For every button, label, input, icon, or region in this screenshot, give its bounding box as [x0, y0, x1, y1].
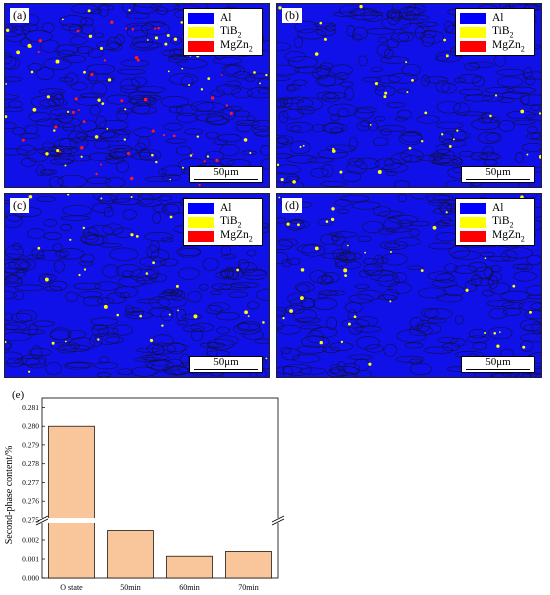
legend-item-mgzn2: MgZn2 — [188, 39, 258, 53]
x-tick-label: 70min — [238, 583, 258, 592]
y-tick-label: 0.001 — [22, 555, 39, 564]
legend: Al TiB2 MgZn2 — [183, 198, 263, 246]
x-tick-label: 60min — [179, 583, 199, 592]
plot-frame — [41, 397, 279, 579]
ebsd-map-b: (b) Al TiB2 MgZn2 50μm — [276, 3, 542, 188]
legend: Al TiB2 MgZn2 — [183, 8, 263, 56]
y-tick-label: 0.281 — [22, 403, 39, 412]
legend-label: Al — [492, 202, 504, 214]
legend-subscript: 2 — [248, 234, 253, 244]
legend-item-tib2: TiB2 — [460, 25, 530, 39]
chart-panel-label: (e) — [12, 389, 25, 401]
axis-break-mark — [35, 518, 49, 526]
legend-subscript: 2 — [520, 234, 525, 244]
legend-item-tib2: TiB2 — [188, 215, 258, 229]
legend-subscript: 2 — [248, 44, 253, 54]
legend-label: Al — [220, 202, 232, 214]
legend: Al TiB2 MgZn2 — [455, 198, 535, 246]
bar-o-state — [48, 425, 95, 579]
panel-label: (c) — [10, 198, 30, 213]
axis-break-mark — [271, 515, 285, 523]
legend-label: MgZn — [220, 38, 249, 51]
grain-texture — [5, 194, 269, 377]
panel-label: (a) — [10, 8, 30, 23]
swatch-al — [460, 12, 486, 24]
swatch-mgzn2 — [460, 230, 486, 242]
y-tick-label: 0.278 — [22, 459, 39, 468]
scale-label: 50μm — [213, 166, 239, 178]
legend-subscript: 2 — [237, 220, 242, 230]
y-tick-label: 0.275 — [22, 516, 39, 525]
axis-break-mark — [271, 518, 285, 526]
legend-label: MgZn — [492, 228, 521, 241]
scale-bar: 50μm — [461, 356, 535, 373]
swatch-tib2 — [460, 26, 486, 38]
y-tick-label: 0.002 — [22, 536, 39, 545]
legend: Al TiB2 MgZn2 — [455, 8, 535, 56]
y-axis-label: Second-phase content/% — [4, 446, 15, 545]
legend-label: TiB — [220, 214, 238, 227]
bar-60min — [166, 555, 213, 579]
panel-label: (d) — [282, 198, 302, 213]
scale-label: 50μm — [213, 356, 239, 368]
ebsd-map-d: (d) Al TiB2 MgZn2 50μm — [276, 193, 542, 378]
y-tick-label: 0.000 — [22, 574, 39, 583]
legend-item-al: Al — [188, 201, 258, 215]
swatch-mgzn2 — [188, 230, 214, 242]
legend-item-al: Al — [460, 11, 530, 25]
legend-item-mgzn2: MgZn2 — [460, 39, 530, 53]
x-tick-label: O state — [60, 583, 83, 592]
legend-subscript: 2 — [237, 30, 242, 40]
scale-line — [194, 178, 258, 180]
swatch-tib2 — [188, 26, 214, 38]
scale-line — [466, 178, 530, 180]
y-tick-label: 0.276 — [22, 497, 39, 506]
panel-label: (b) — [282, 8, 302, 23]
scale-bar: 50μm — [461, 166, 535, 183]
legend-label: Al — [492, 12, 504, 24]
x-tick-label: 50min — [120, 583, 140, 592]
legend-item-al: Al — [460, 201, 530, 215]
legend-item-tib2: TiB2 — [188, 25, 258, 39]
bar-50min — [107, 530, 154, 579]
second-phase-bar-chart: (e) Second-phase content/% 0.000 0.001 0.0… — [4, 389, 285, 592]
swatch-mgzn2 — [460, 40, 486, 52]
legend-label: MgZn — [220, 228, 249, 241]
legend-item-mgzn2: MgZn2 — [460, 229, 530, 243]
swatch-tib2 — [188, 216, 214, 228]
legend-label: TiB — [492, 24, 510, 37]
legend-label: TiB — [220, 24, 238, 37]
scale-line — [194, 368, 258, 370]
y-tick-label: 0.279 — [22, 440, 39, 449]
legend-subscript: 2 — [509, 30, 514, 40]
scale-label: 50μm — [485, 166, 511, 178]
axis-break-mark — [35, 515, 49, 523]
legend-label: MgZn — [492, 38, 521, 51]
scale-bar: 50μm — [189, 356, 263, 373]
legend-subscript: 2 — [520, 44, 525, 54]
scale-line — [466, 368, 530, 370]
legend-item-al: Al — [188, 11, 258, 25]
axis-break-gap — [40, 518, 280, 523]
grain-texture — [277, 4, 541, 187]
legend-label: TiB — [492, 214, 510, 227]
legend-subscript: 2 — [509, 220, 514, 230]
bar-70min — [225, 551, 272, 579]
swatch-al — [460, 202, 486, 214]
legend-item-mgzn2: MgZn2 — [188, 229, 258, 243]
ebsd-map-c: (c) Al TiB2 MgZn2 50μm — [4, 193, 270, 378]
legend-item-tib2: TiB2 — [460, 215, 530, 229]
scale-label: 50μm — [485, 356, 511, 368]
swatch-tib2 — [460, 216, 486, 228]
y-tick-label: 0.277 — [22, 478, 39, 487]
ebsd-map-a: (a) Al TiB2 MgZn2 50μm — [4, 3, 270, 188]
swatch-mgzn2 — [188, 40, 214, 52]
scale-bar: 50μm — [189, 166, 263, 183]
legend-label: Al — [220, 12, 232, 24]
y-tick-label: 0.280 — [22, 422, 39, 431]
swatch-al — [188, 12, 214, 24]
swatch-al — [188, 202, 214, 214]
